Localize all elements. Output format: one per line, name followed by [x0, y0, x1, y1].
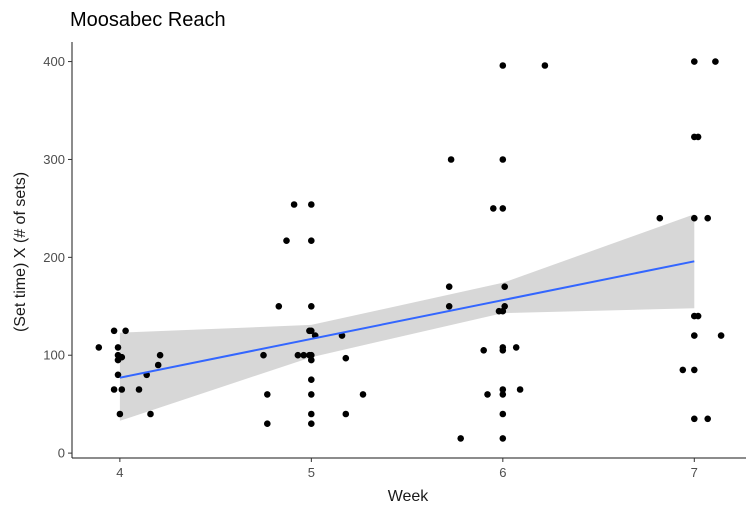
data-point	[283, 237, 290, 244]
data-point	[712, 58, 719, 65]
data-point	[704, 415, 711, 423]
data-point	[512, 344, 520, 351]
data-point	[308, 303, 315, 310]
data-point	[118, 386, 126, 393]
data-point	[499, 62, 507, 69]
chart-title: Moosabec Reach	[70, 9, 226, 31]
data-point	[499, 410, 507, 418]
y-tick-label: 200	[43, 250, 65, 265]
data-point	[154, 361, 162, 369]
x-axis-title: Week	[388, 488, 430, 505]
data-point	[294, 351, 302, 359]
data-point	[516, 386, 524, 393]
data-point	[110, 327, 118, 335]
data-point	[110, 386, 118, 393]
data-point	[308, 327, 315, 335]
data-point	[308, 237, 315, 244]
y-tick-label: 400	[43, 54, 65, 69]
data-point	[447, 156, 455, 163]
data-point	[691, 58, 698, 65]
data-point	[308, 356, 315, 364]
data-point	[499, 156, 507, 163]
data-point	[308, 351, 315, 359]
data-point	[359, 391, 367, 398]
data-point	[308, 420, 315, 428]
data-point	[156, 351, 164, 359]
data-point	[457, 435, 465, 442]
y-axis-ticks: 0 100 200 300 400	[43, 54, 72, 461]
data-point	[308, 376, 315, 384]
data-point	[501, 283, 509, 291]
data-point	[114, 371, 122, 379]
data-point	[308, 410, 315, 418]
data-point	[114, 344, 122, 351]
data-point	[275, 303, 283, 310]
data-point	[95, 344, 103, 351]
y-tick-label: 0	[58, 446, 65, 461]
data-point	[490, 205, 497, 212]
y-tick-label: 300	[43, 152, 65, 167]
data-point	[118, 353, 126, 361]
x-tick-label: 7	[691, 465, 698, 480]
data-point	[116, 410, 124, 418]
y-tick-label: 100	[43, 348, 65, 363]
data-point	[691, 415, 698, 423]
data-point	[300, 351, 308, 359]
data-point	[694, 133, 702, 141]
data-point	[308, 391, 315, 398]
data-point	[499, 307, 507, 315]
data-point	[264, 420, 271, 428]
data-point	[691, 214, 698, 222]
data-point	[691, 366, 698, 374]
trend-line	[119, 260, 695, 379]
data-point	[290, 201, 298, 208]
data-point	[499, 386, 507, 393]
x-tick-label: 6	[499, 465, 506, 480]
x-tick-label: 5	[308, 465, 315, 480]
data-point	[135, 386, 143, 393]
data-point	[260, 351, 267, 359]
data-point	[147, 410, 154, 418]
x-axis-ticks: 4 5 6 7	[116, 458, 698, 480]
trend-line-layer	[119, 260, 695, 379]
data-point	[691, 332, 698, 339]
data-point	[499, 391, 507, 398]
y-axis-title: (Set time) X (# of sets)	[12, 172, 29, 332]
data-point	[499, 347, 507, 354]
data-point	[264, 391, 271, 398]
data-point	[499, 435, 507, 442]
data-point	[342, 354, 350, 362]
data-point	[499, 205, 507, 212]
points-layer	[95, 58, 725, 442]
x-tick-label: 4	[116, 465, 123, 480]
data-point	[342, 410, 350, 418]
data-point	[717, 332, 725, 339]
data-point	[541, 62, 549, 69]
data-point	[445, 283, 453, 291]
confidence-band	[119, 214, 695, 421]
data-point	[122, 327, 129, 335]
data-point	[656, 214, 664, 222]
data-point	[484, 391, 491, 398]
data-point	[694, 312, 702, 320]
confidence-band-layer	[119, 214, 695, 421]
data-point	[704, 214, 711, 222]
data-point	[445, 303, 453, 310]
data-point	[308, 201, 315, 208]
data-point	[679, 366, 687, 374]
data-point	[480, 347, 488, 354]
